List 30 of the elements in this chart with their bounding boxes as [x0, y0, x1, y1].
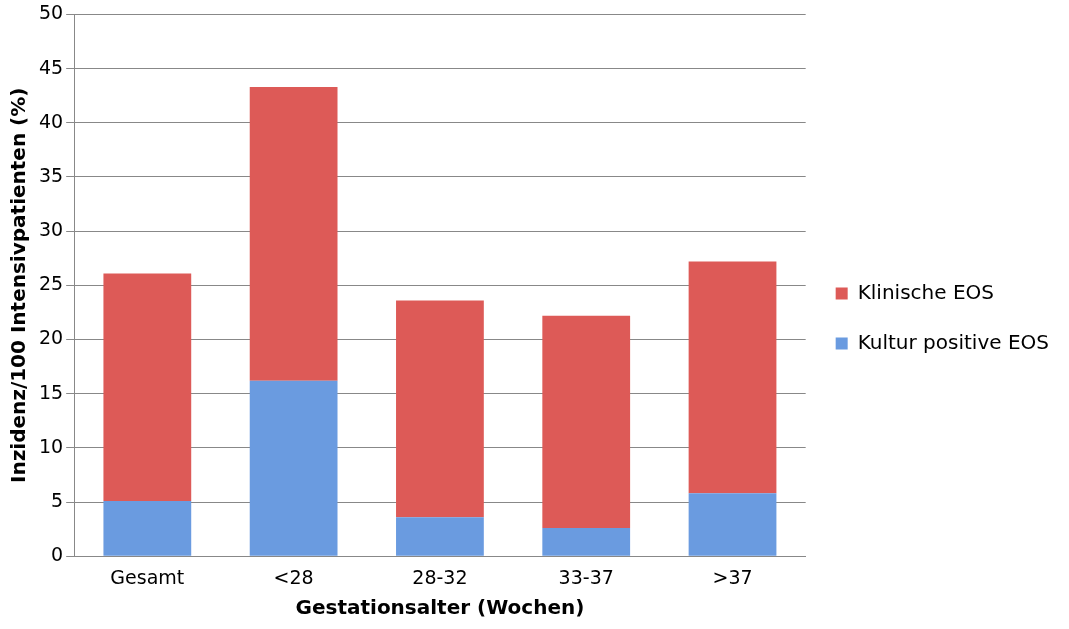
x-tick-label: Gesamt — [110, 565, 185, 588]
y-tick-label: 50 — [38, 1, 64, 24]
y-tick-label: 30 — [38, 218, 64, 241]
bar — [396, 517, 484, 556]
bar — [396, 300, 484, 518]
y-tick-label: 35 — [38, 163, 64, 186]
x-axis-title: Gestationsalter (Wochen) — [295, 595, 585, 620]
y-tick-label: 5 — [51, 488, 64, 511]
y-tick-label: 10 — [38, 434, 64, 457]
y-tick-label: 20 — [38, 326, 64, 349]
y-axis-title: Inzidenz/100 Intensivpatienten (%) — [6, 87, 31, 484]
bar — [542, 315, 631, 529]
y-tick-label: 25 — [38, 272, 64, 295]
x-tick-label: <28 — [273, 565, 314, 588]
bar — [688, 261, 777, 494]
bar — [103, 273, 192, 501]
bar — [103, 500, 192, 556]
legend-label: Klinische EOS — [857, 279, 994, 304]
bar — [688, 493, 777, 556]
legend-label: Kultur positive EOS — [857, 329, 1049, 354]
x-tick-label: 33-37 — [558, 565, 614, 588]
y-tick-label: 0 — [51, 543, 64, 566]
y-tick-label: 15 — [38, 380, 64, 403]
x-tick-label: >37 — [712, 565, 753, 588]
y-tick-label: 40 — [38, 109, 64, 132]
x-tick-label: 28-32 — [412, 565, 468, 588]
bar — [542, 528, 631, 556]
bar — [249, 380, 338, 556]
bar — [249, 87, 338, 381]
y-tick-label: 45 — [38, 55, 64, 78]
